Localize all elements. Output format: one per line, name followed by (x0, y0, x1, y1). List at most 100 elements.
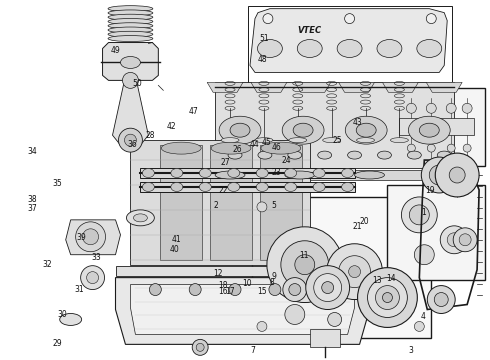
Circle shape (429, 165, 449, 185)
Bar (260, 145, 302, 260)
Circle shape (435, 153, 479, 197)
Circle shape (257, 202, 267, 212)
Text: 24: 24 (282, 156, 291, 165)
Circle shape (267, 227, 343, 302)
Circle shape (449, 167, 465, 183)
Polygon shape (113, 80, 148, 145)
Ellipse shape (407, 151, 421, 159)
Ellipse shape (60, 314, 82, 325)
Text: 7: 7 (250, 346, 255, 355)
Text: 37: 37 (28, 204, 38, 213)
Ellipse shape (355, 171, 385, 179)
Text: 28: 28 (145, 131, 154, 140)
Circle shape (149, 284, 161, 296)
Polygon shape (295, 82, 331, 92)
Circle shape (446, 103, 456, 113)
Text: 21: 21 (352, 222, 362, 231)
Circle shape (447, 233, 461, 247)
Circle shape (314, 274, 342, 302)
Text: VTEC: VTEC (298, 26, 322, 35)
Ellipse shape (108, 6, 153, 12)
Ellipse shape (419, 123, 439, 137)
Circle shape (459, 234, 471, 246)
Text: 27: 27 (220, 158, 230, 167)
Text: 50: 50 (133, 79, 143, 88)
Circle shape (447, 144, 455, 152)
Polygon shape (207, 82, 243, 92)
Text: 38: 38 (28, 195, 37, 204)
Text: 39: 39 (76, 233, 86, 242)
Ellipse shape (215, 171, 245, 179)
Text: 35: 35 (52, 179, 62, 188)
Text: 2: 2 (213, 201, 218, 210)
Circle shape (281, 241, 329, 289)
Polygon shape (130, 285, 355, 334)
Text: 13: 13 (372, 276, 382, 285)
Text: 45: 45 (262, 138, 272, 147)
Bar (141, 182, 355, 192)
Circle shape (344, 14, 355, 24)
Text: 22: 22 (218, 186, 228, 195)
Circle shape (427, 144, 435, 152)
Text: 12: 12 (214, 269, 223, 278)
Polygon shape (267, 282, 283, 298)
Polygon shape (227, 282, 243, 298)
Ellipse shape (342, 168, 354, 177)
Ellipse shape (143, 183, 154, 192)
Circle shape (283, 278, 307, 302)
Text: 9: 9 (272, 272, 277, 281)
Ellipse shape (126, 210, 154, 226)
Polygon shape (187, 282, 203, 298)
Circle shape (462, 103, 472, 113)
Text: 32: 32 (43, 260, 52, 269)
Text: 11: 11 (299, 251, 308, 260)
Circle shape (229, 284, 241, 296)
Polygon shape (116, 278, 369, 345)
Ellipse shape (171, 168, 183, 177)
Text: 14: 14 (387, 274, 396, 283)
Text: 15: 15 (257, 287, 267, 296)
Bar (160, 145, 202, 260)
Ellipse shape (342, 183, 354, 192)
Ellipse shape (357, 138, 374, 143)
Ellipse shape (337, 40, 362, 58)
Ellipse shape (108, 18, 153, 24)
Circle shape (401, 197, 437, 233)
Ellipse shape (313, 183, 325, 192)
Bar (388, 88, 485, 166)
Text: 1: 1 (421, 208, 425, 217)
Ellipse shape (230, 123, 250, 137)
Text: 46: 46 (272, 143, 282, 152)
Circle shape (322, 282, 334, 293)
Ellipse shape (361, 305, 378, 315)
Ellipse shape (161, 142, 201, 154)
Circle shape (426, 14, 436, 24)
Ellipse shape (121, 57, 141, 68)
Circle shape (435, 171, 443, 179)
Ellipse shape (356, 123, 376, 137)
Ellipse shape (171, 183, 183, 192)
Polygon shape (102, 42, 158, 80)
Bar (248, 6, 452, 84)
Bar (210, 145, 252, 260)
Circle shape (383, 293, 392, 302)
Ellipse shape (285, 168, 296, 177)
Ellipse shape (108, 14, 153, 20)
Bar (388, 185, 485, 280)
Polygon shape (426, 82, 462, 92)
Text: 5: 5 (272, 201, 277, 210)
Text: 31: 31 (74, 285, 84, 294)
Ellipse shape (293, 123, 313, 137)
Ellipse shape (391, 138, 408, 143)
Text: 36: 36 (128, 140, 138, 149)
Text: 49: 49 (111, 46, 121, 55)
Circle shape (427, 285, 455, 314)
Circle shape (269, 284, 281, 296)
Ellipse shape (228, 183, 240, 192)
Circle shape (453, 228, 477, 252)
Ellipse shape (108, 27, 153, 33)
Ellipse shape (285, 183, 296, 192)
Circle shape (328, 312, 342, 327)
Circle shape (257, 321, 267, 332)
Ellipse shape (417, 40, 442, 58)
